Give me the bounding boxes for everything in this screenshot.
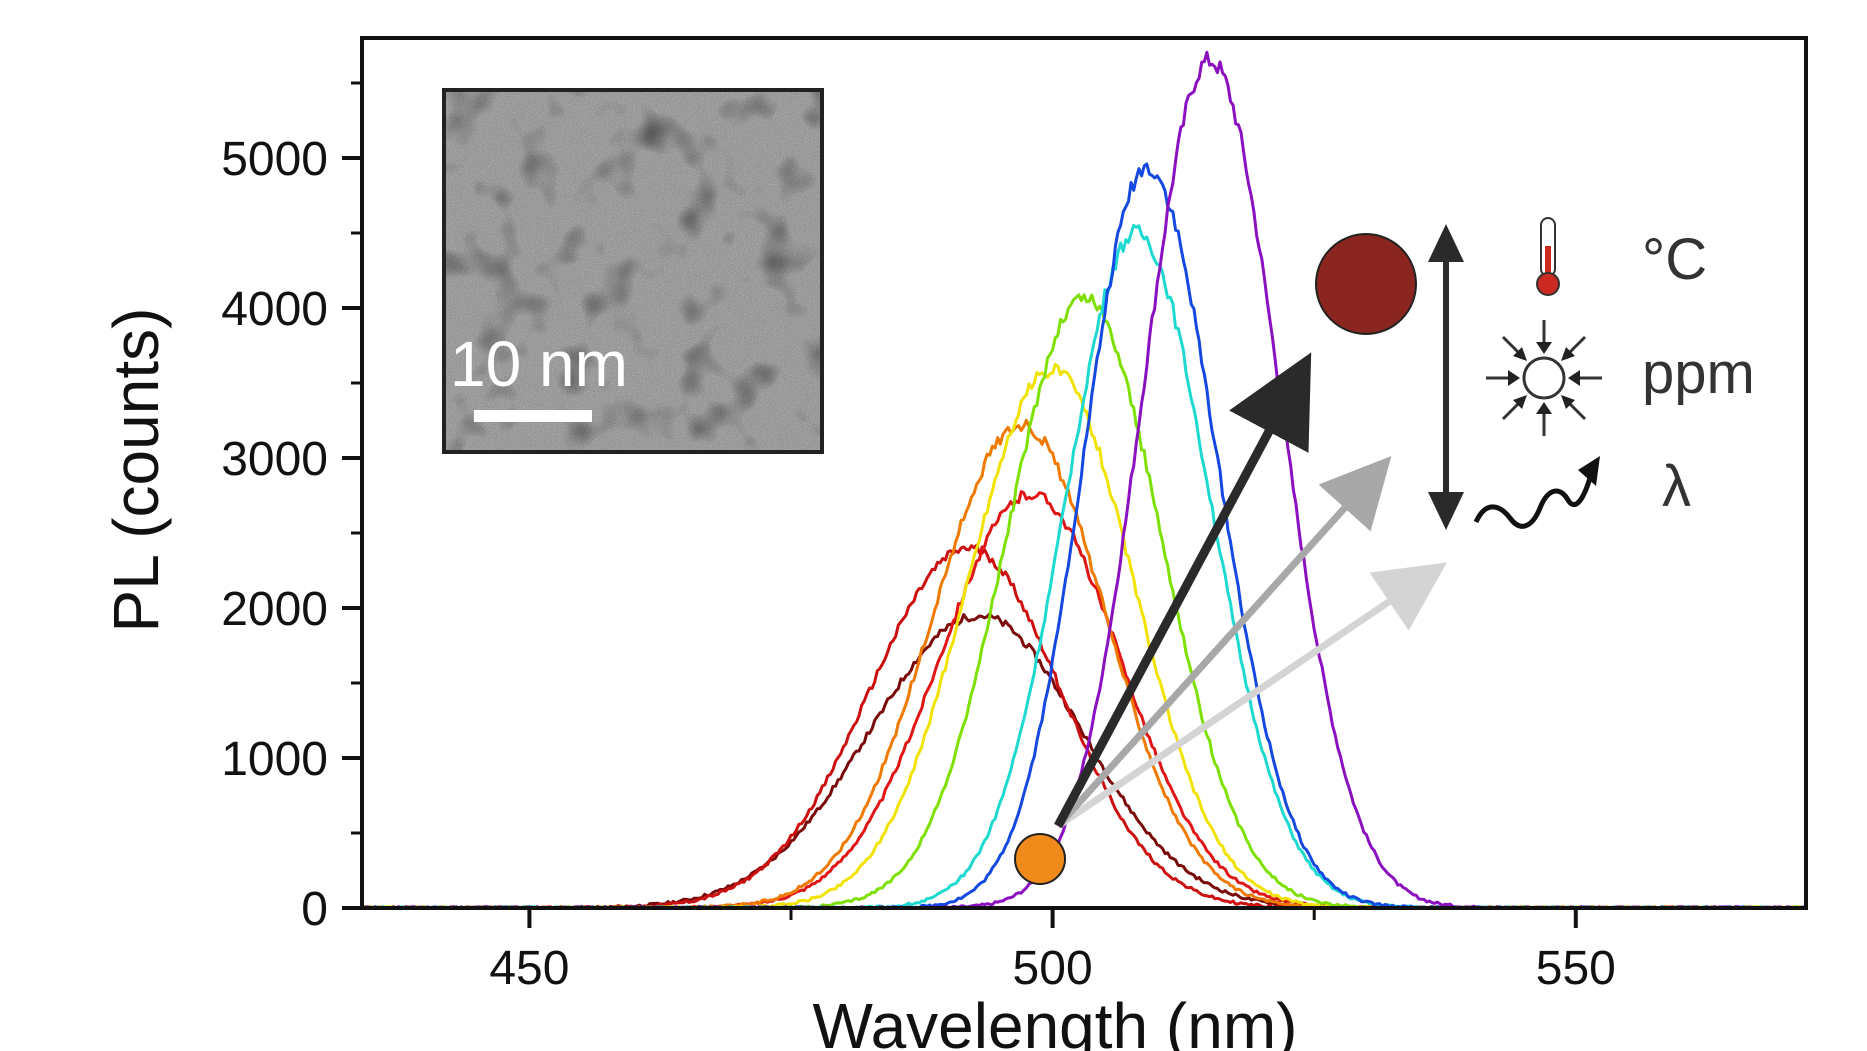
y-tick-label: 4000 [221, 283, 328, 336]
spectrum-line-2 [361, 543, 1807, 910]
thermometer-icon [1536, 217, 1560, 296]
spectrum-line-4 [361, 418, 1807, 910]
x-tick-label: 550 [1536, 942, 1616, 995]
y-axis-title: PL (counts) [100, 308, 172, 633]
scale-bar [474, 410, 592, 422]
wavelength-label: λ [1662, 454, 1691, 519]
plot-frame [360, 36, 1808, 910]
y-tick-label: 2000 [221, 583, 328, 636]
tem-inset-particles [444, 90, 822, 452]
scale-bar-label: 10 nm [450, 328, 628, 400]
tem-inset: 10 nm [442, 88, 824, 454]
x-tick-label: 500 [1013, 942, 1093, 995]
y-tick-label: 0 [301, 883, 328, 936]
compression-icon [1486, 320, 1602, 436]
y-tick-label: 3000 [221, 433, 328, 486]
start-dot [1014, 833, 1066, 885]
x-tick-label: 450 [489, 942, 569, 995]
trend-arrow-mid [1055, 455, 1392, 829]
x-axis-title: Wavelength (nm) [813, 990, 1298, 1051]
tick-layer: 0 1000 2000 3000 4000 5000 450 500 550 [221, 81, 1616, 995]
end-dot [1315, 233, 1417, 335]
y-tick-label: 5000 [221, 133, 328, 186]
tem-inset-border [442, 88, 824, 454]
wave-icon [1473, 456, 1600, 529]
double-arrow [1428, 224, 1464, 530]
trend-arrow-dark [1054, 352, 1312, 829]
spectrum-line-3 [362, 490, 1807, 910]
temperature-label: °C [1642, 227, 1707, 292]
trend-arrow-light [1056, 562, 1447, 829]
pressure-label: ppm [1642, 341, 1755, 406]
y-tick-label: 1000 [221, 733, 328, 786]
